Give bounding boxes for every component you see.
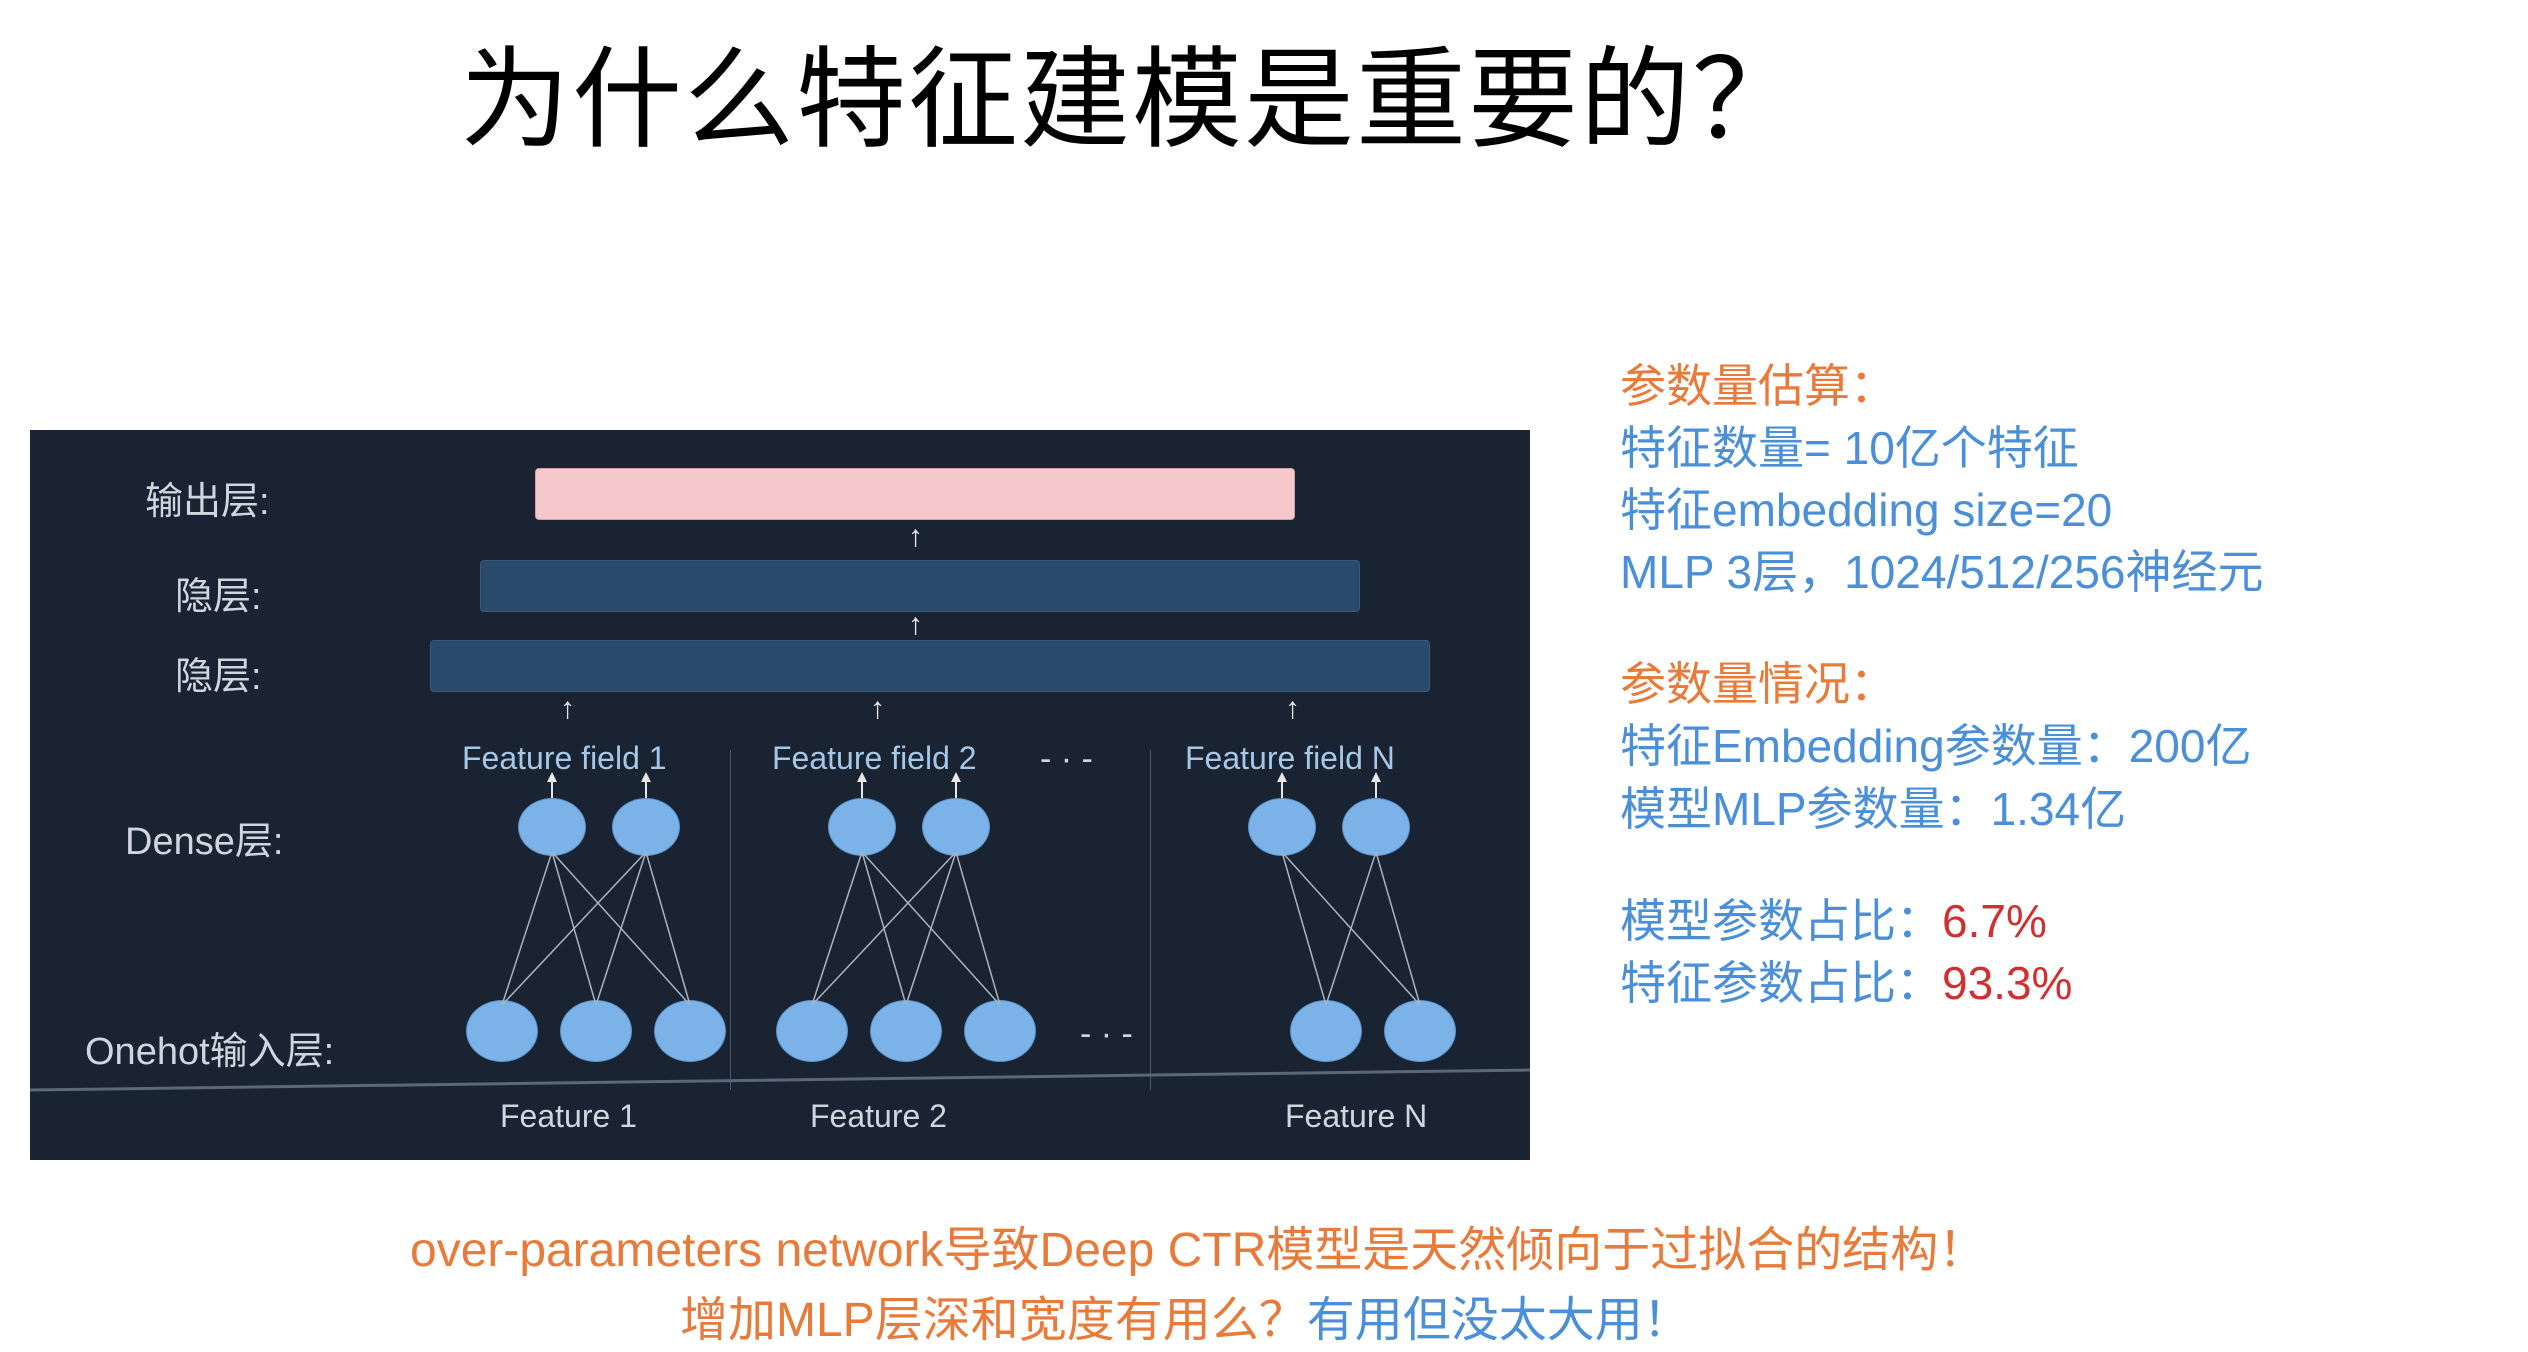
output-bar xyxy=(535,468,1295,520)
arrow-icon: ↑ xyxy=(870,692,885,726)
section1-line: 特征数量= 10亿个特征 xyxy=(1620,417,2264,479)
input-node xyxy=(870,1000,942,1062)
output-label: 输出层: xyxy=(145,470,270,525)
section3-value: 93.3% xyxy=(1942,957,2072,1009)
section2-line: 特征Embedding参数量：200亿 xyxy=(1620,715,2264,777)
arrow-icon: ↑ xyxy=(908,608,923,642)
dense-node xyxy=(518,798,586,856)
network-diagram: 输出层: 隐层: 隐层: Dense层: Onehot输入层: ↑ ↑ ↑ ↑ … xyxy=(30,430,1530,1160)
input-node xyxy=(1384,1000,1456,1062)
section3-line2: 特征参数占比：93.3% xyxy=(1620,952,2264,1014)
hidden-label-1: 隐层: xyxy=(175,565,262,620)
input-node xyxy=(964,1000,1036,1062)
dense-node xyxy=(612,798,680,856)
hidden-bar-1 xyxy=(480,560,1360,612)
feature-field-1: Feature field 1 xyxy=(462,740,667,777)
input-node xyxy=(466,1000,538,1062)
feature-n-label: Feature N xyxy=(1285,1098,1427,1135)
section2-title: 参数量情况： xyxy=(1620,653,2264,715)
dense-node xyxy=(922,798,990,856)
section3-value: 6.7% xyxy=(1942,895,2047,947)
page-title: 为什么特征建模是重要的？ xyxy=(460,10,1804,170)
dense-node xyxy=(1342,798,1410,856)
section3-label: 模型参数占比： xyxy=(1620,895,1942,947)
dense-node xyxy=(1248,798,1316,856)
dense-label: Dense层: xyxy=(125,810,283,865)
bottom-line2-part2: 有用但没太大用！ xyxy=(1307,1294,1691,1347)
ellipsis: - · - xyxy=(1040,740,1093,779)
input-node xyxy=(1290,1000,1362,1062)
hidden-label-2: 隐层: xyxy=(175,645,262,700)
feature-field-n: Feature field N xyxy=(1185,740,1395,777)
section1-title: 参数量估算： xyxy=(1620,355,2264,417)
right-panel: 参数量估算： 特征数量= 10亿个特征 特征embedding size=20 … xyxy=(1620,355,2264,1014)
input-node xyxy=(560,1000,632,1062)
section2-line: 模型MLP参数量：1.34亿 xyxy=(1620,778,2264,840)
feature-1-label: Feature 1 xyxy=(500,1098,637,1135)
section3-label: 特征参数占比： xyxy=(1620,957,1942,1009)
input-node xyxy=(654,1000,726,1062)
bottom-line1: over-parameters network导致Deep CTR模型是天然倾向… xyxy=(410,1210,1986,1280)
feature-2-label: Feature 2 xyxy=(810,1098,947,1135)
feature-field-2: Feature field 2 xyxy=(772,740,977,777)
section3-line1: 模型参数占比：6.7% xyxy=(1620,890,2264,952)
input-label: Onehot输入层: xyxy=(85,1020,334,1075)
divider xyxy=(1150,750,1151,1090)
section1-line: MLP 3层，1024/512/256神经元 xyxy=(1620,541,2264,603)
hidden-bar-2 xyxy=(430,640,1430,692)
dense-node xyxy=(828,798,896,856)
input-node xyxy=(776,1000,848,1062)
bottom-line2-part1: 增加MLP层深和宽度有用么？ xyxy=(680,1294,1307,1347)
arrow-icon: ↑ xyxy=(560,692,575,726)
bottom-line2: 增加MLP层深和宽度有用么？有用但没太大用！ xyxy=(680,1280,1691,1350)
arrow-icon: ↑ xyxy=(1285,692,1300,726)
section1-line: 特征embedding size=20 xyxy=(1620,479,2264,541)
ellipsis: - · - xyxy=(1080,1015,1133,1054)
divider xyxy=(730,750,731,1090)
arrow-icon: ↑ xyxy=(908,520,923,554)
